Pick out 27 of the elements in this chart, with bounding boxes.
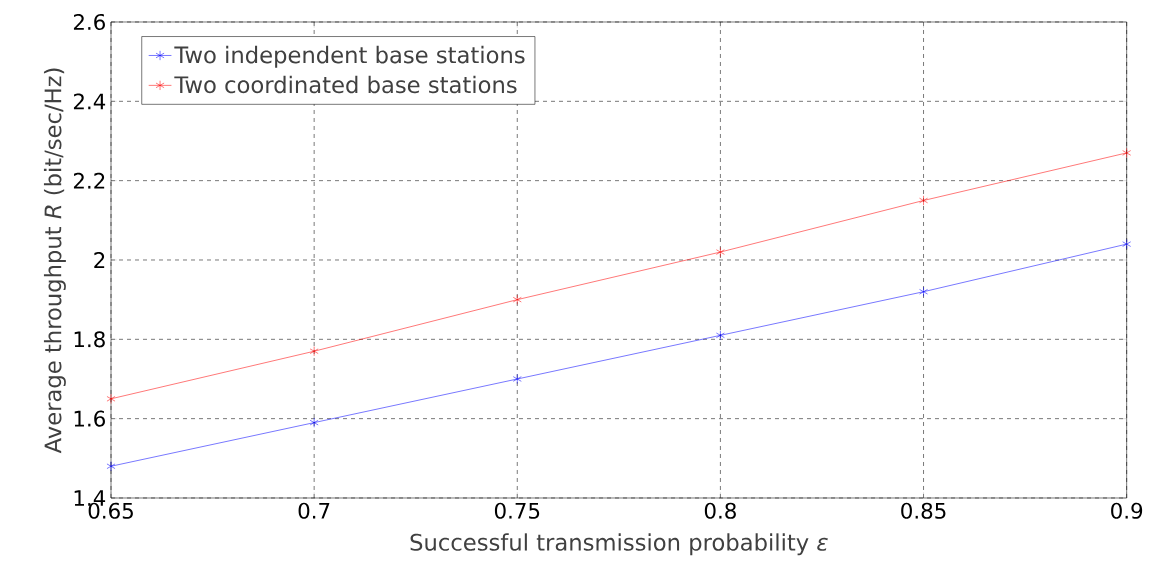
y-tick-label: 2.2 bbox=[73, 172, 105, 189]
point bbox=[716, 330, 725, 341]
y-tick-label: 2.6 bbox=[73, 13, 105, 31]
point bbox=[309, 417, 319, 428]
point bbox=[919, 195, 928, 206]
y-axis-title: Average throughput R (bit/sec/Hz) bbox=[43, 68, 66, 454]
x-tick-label: 0.8 bbox=[704, 502, 736, 519]
x-axis-title: Successful transmission probability ε bbox=[410, 533, 828, 556]
point bbox=[1122, 239, 1131, 250]
legend-label: Two coordinated base stations bbox=[174, 75, 517, 94]
point bbox=[106, 461, 116, 472]
point bbox=[716, 247, 725, 257]
x-tick-label: 0.85 bbox=[901, 502, 946, 519]
point bbox=[919, 286, 928, 297]
y-tick-label: 1.8 bbox=[74, 331, 105, 348]
point bbox=[1122, 147, 1131, 158]
point bbox=[512, 374, 522, 384]
y-tick-label: 1.6 bbox=[74, 410, 105, 427]
y-tick-label: 2 bbox=[94, 252, 105, 268]
x-tick-label: 0.7 bbox=[298, 502, 330, 519]
point bbox=[309, 346, 319, 357]
x-tick-label: 0.9 bbox=[1111, 502, 1143, 519]
point bbox=[512, 294, 522, 305]
point bbox=[106, 393, 116, 404]
x-tick-label: 0.75 bbox=[494, 502, 540, 519]
legend-label: Two independent base stations bbox=[174, 45, 525, 68]
y-tick-label: 2.4 bbox=[73, 93, 106, 110]
